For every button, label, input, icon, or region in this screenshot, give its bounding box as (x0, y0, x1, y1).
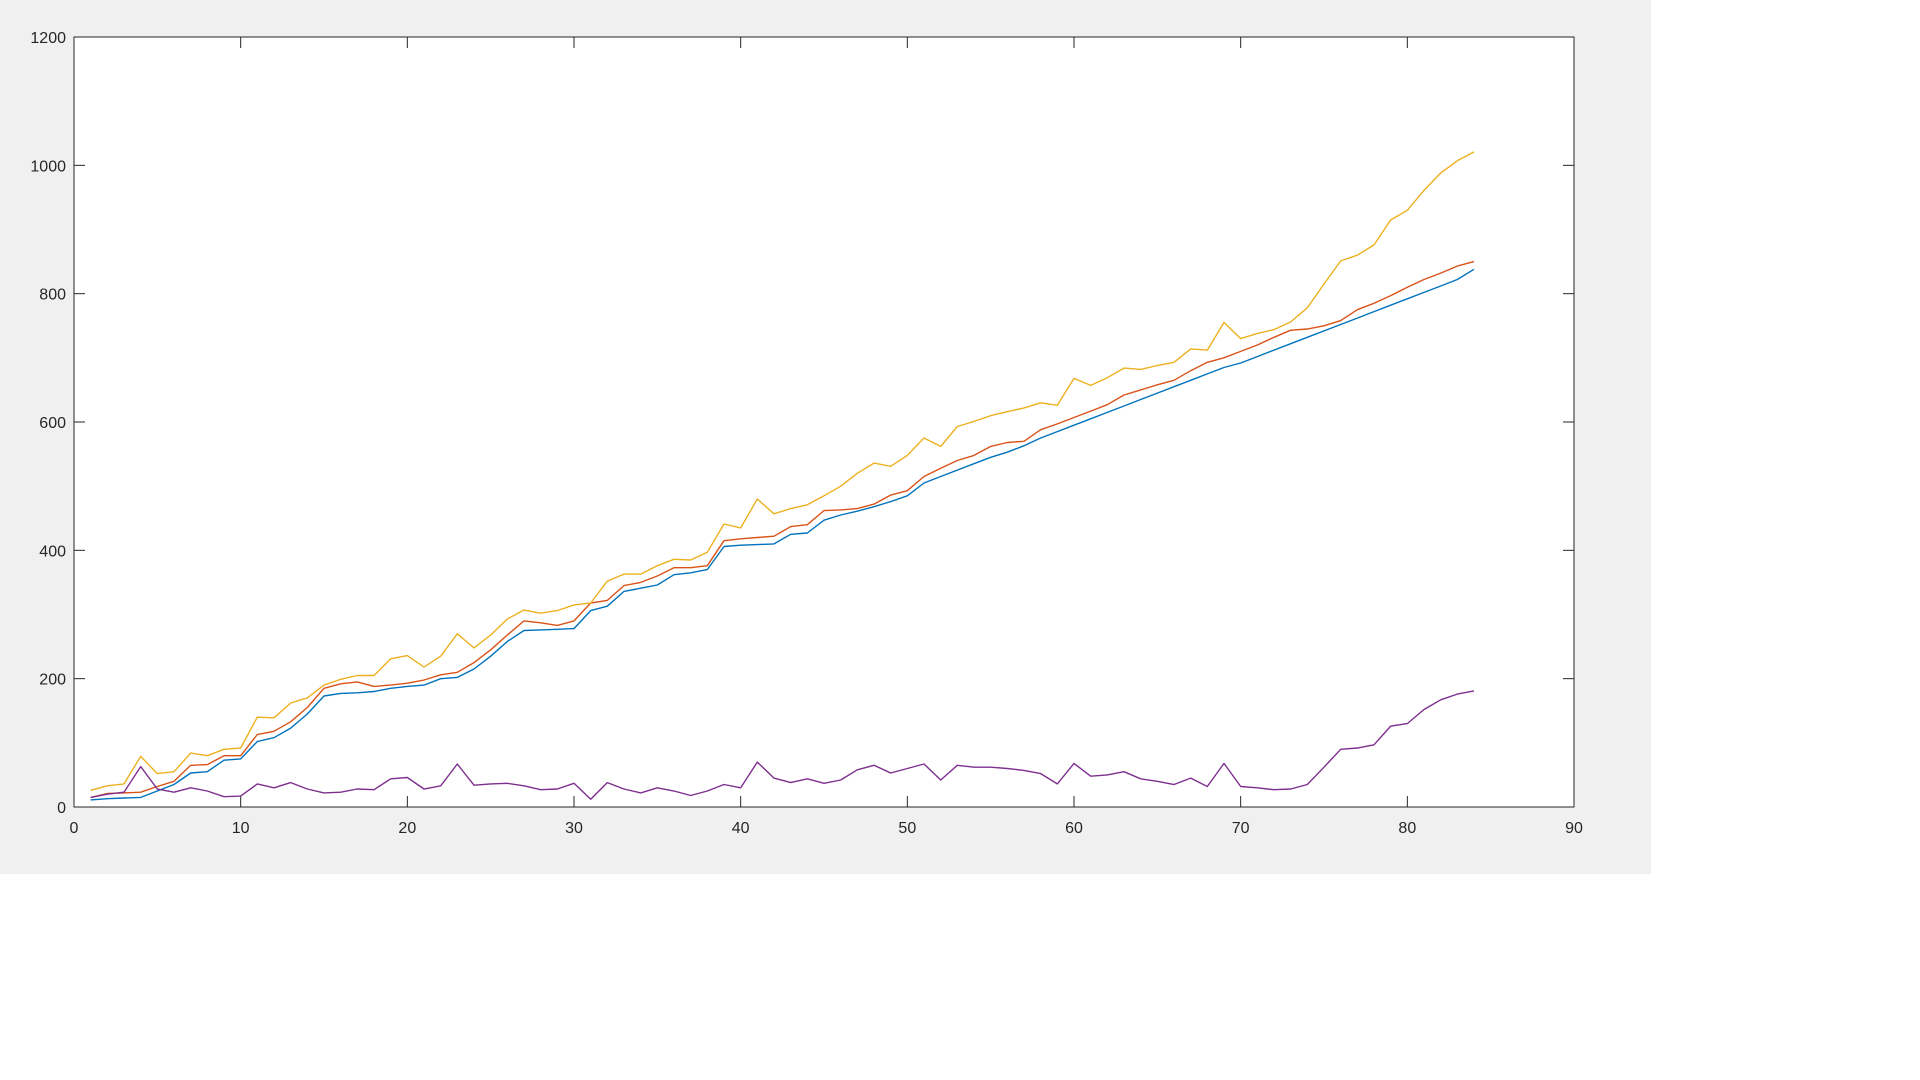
y-tick-labels: 0 200 400 600 800 1000 1200 (30, 30, 66, 817)
x-tick-label: 60 (1065, 820, 1083, 837)
x-tick-label: 30 (565, 820, 583, 837)
y-tick-label: 600 (39, 415, 66, 432)
y-tick-label: 200 (39, 672, 66, 689)
x-tick-label: 70 (1232, 820, 1250, 837)
x-tick-label: 40 (732, 820, 750, 837)
series-line-1 (90, 268, 1475, 801)
x-tick-label: 90 (1565, 820, 1583, 837)
y-tick-label: 400 (39, 543, 66, 560)
x-tick-label: 20 (398, 820, 416, 837)
series-line-2 (90, 260, 1475, 799)
y-tick-label: 800 (39, 287, 66, 304)
axis-ticks (73, 36, 1575, 808)
series-line-4 (90, 690, 1475, 800)
y-tick-label: 1200 (30, 30, 66, 47)
plot-area (73, 36, 1575, 808)
x-tick-label: 50 (898, 820, 916, 837)
series-lines (90, 151, 1475, 801)
x-tick-label: 0 (70, 820, 79, 837)
x-tick-labels: 0 10 20 30 40 50 60 70 80 90 (70, 820, 1583, 837)
y-tick-label: 1000 (30, 158, 66, 175)
x-tick-label: 10 (232, 820, 250, 837)
x-tick-label: 80 (1398, 820, 1416, 837)
series-line-3 (90, 151, 1475, 791)
y-tick-label: 0 (57, 800, 66, 817)
